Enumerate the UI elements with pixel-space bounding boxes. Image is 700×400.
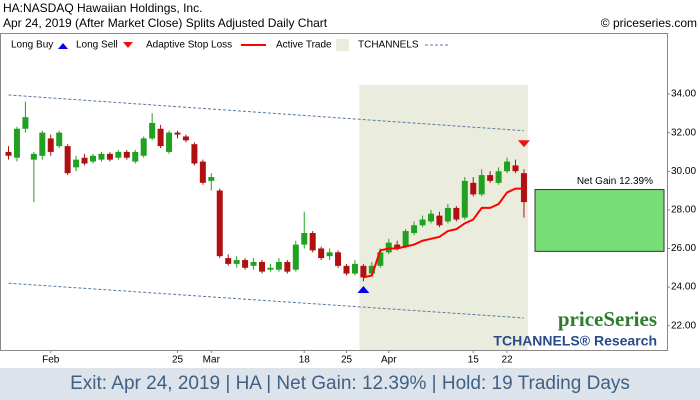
x-tick-label: 22	[501, 355, 513, 366]
candle-body	[360, 265, 367, 278]
footer-band	[0, 368, 700, 400]
candle-body	[436, 215, 443, 226]
y-tick-label: 32.00	[671, 127, 696, 138]
candle-body	[402, 231, 409, 247]
candle-body	[132, 151, 139, 162]
candle-body	[318, 248, 325, 259]
y-tick-label: 28.00	[671, 204, 696, 215]
channel-line	[8, 282, 524, 319]
candle-body	[140, 138, 147, 156]
candle-body	[191, 144, 198, 164]
long-buy-arrow	[357, 285, 370, 293]
y-tick-label: 26.00	[671, 243, 696, 254]
candle-body	[30, 153, 37, 160]
watermark: priceSeries	[558, 307, 657, 331]
legend-label: Long Buy	[11, 40, 53, 51]
candle-body	[470, 182, 477, 195]
candle-body	[444, 207, 451, 222]
x-tick-label: Feb	[42, 355, 60, 366]
candle-body	[166, 132, 173, 152]
candle-body	[351, 263, 358, 274]
candle-body	[13, 128, 20, 158]
candle-body	[225, 258, 232, 264]
x-tick-label: 25	[341, 355, 353, 366]
candle-body	[90, 155, 96, 162]
candle-body	[47, 138, 54, 152]
candle-body	[259, 261, 265, 272]
candle-body	[394, 244, 401, 249]
x-tick-label: 25	[172, 355, 184, 366]
candle-body	[267, 267, 274, 270]
candle-body	[292, 244, 299, 270]
x-tick-label: Mar	[203, 355, 221, 366]
candle-body	[428, 213, 434, 222]
candle-body	[335, 252, 342, 266]
candle-body	[106, 153, 113, 160]
chart-subtitle: Apr 24, 2019 (After Market Close) Splits…	[3, 16, 328, 30]
x-tick-label: Apr	[381, 355, 397, 366]
legend-icon	[336, 39, 349, 51]
candle-body	[123, 151, 130, 158]
candle-body	[157, 128, 164, 147]
candle-body	[377, 252, 384, 266]
candle-body	[216, 190, 223, 257]
candle-body	[98, 153, 105, 160]
candle-body	[512, 165, 519, 172]
legend-label: Long Sell	[76, 40, 118, 51]
candle-body	[250, 261, 257, 266]
candle-body	[487, 175, 494, 181]
candle-body	[242, 260, 249, 268]
y-tick-label: 22.00	[671, 320, 696, 331]
candle-body	[174, 132, 181, 135]
x-tick-label: 18	[299, 355, 311, 366]
candle-body	[419, 219, 426, 226]
net-gain-box	[534, 189, 665, 252]
legend-icon	[58, 43, 68, 49]
candle-body	[461, 180, 468, 218]
plot-frame	[0, 33, 668, 351]
candle-body	[64, 146, 71, 174]
footer: Exit: Apr 24, 2019 | HA | Net Gain: 12.3…	[70, 373, 630, 394]
candle-body	[284, 261, 291, 272]
candle-body	[411, 225, 418, 234]
source: © priceseries.com	[601, 16, 697, 30]
long-sell-arrow	[517, 140, 530, 148]
chart-title: HA:NASDAQ Hawaiian Holdings, Inc.	[3, 1, 202, 15]
candle-body	[301, 233, 308, 245]
x-tick-label: 15	[468, 355, 480, 366]
candle-body	[73, 159, 80, 168]
candle-body	[495, 171, 502, 183]
candle-body	[149, 122, 156, 139]
candle-body	[275, 261, 282, 270]
y-tick-label: 30.00	[671, 166, 696, 177]
candle-body	[5, 151, 12, 156]
stop-loss-line	[363, 187, 524, 279]
candle-body	[182, 136, 189, 141]
candle-body	[504, 161, 511, 172]
candle-body	[81, 157, 88, 164]
candle-body	[115, 151, 122, 158]
candle-body	[368, 265, 375, 274]
candle-body	[208, 177, 215, 181]
candle-body	[343, 265, 350, 274]
candle-body	[326, 252, 333, 257]
legend-icon	[123, 42, 133, 48]
legend-label: Adaptive Stop Loss	[146, 40, 232, 51]
candle-body	[56, 132, 63, 147]
candle-body	[233, 260, 240, 264]
channel-line	[8, 94, 524, 132]
candle-body	[199, 161, 206, 183]
candle-body	[309, 233, 316, 251]
legend-label: TCHANNELS	[358, 40, 419, 51]
net-gain-label: Net Gain 12.39%	[577, 176, 653, 187]
legend-label: Active Trade	[276, 40, 332, 51]
brand: TCHANNELS® Research	[493, 333, 657, 349]
candle-body	[22, 117, 29, 129]
y-tick-label: 24.00	[671, 282, 696, 293]
candle-body	[39, 132, 46, 156]
y-tick-label: 34.00	[671, 89, 696, 100]
candle-body	[478, 175, 485, 195]
candle-body	[453, 207, 460, 220]
